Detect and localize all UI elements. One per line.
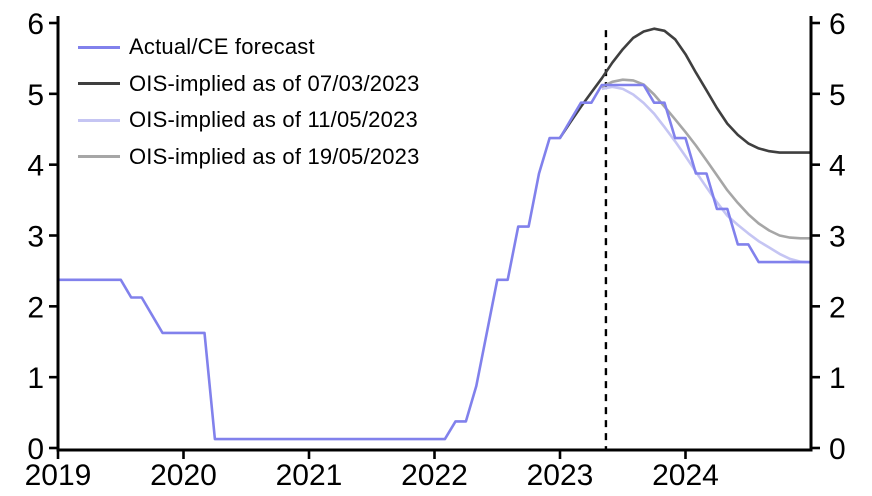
y-axis-label-left: 0 <box>27 433 44 466</box>
series-line-ois-implied-as-of-19-05-2023 <box>601 78 811 240</box>
legend-label: OIS-implied as of 07/03/2023 <box>129 70 420 96</box>
legend-swatch-line <box>78 45 120 49</box>
y-axis-label-left: 4 <box>27 150 44 183</box>
y-axis-label-right: 1 <box>829 362 846 395</box>
legend-swatch-line <box>78 155 120 159</box>
y-axis-label-right: 4 <box>829 150 846 183</box>
y-axis-label-right: 6 <box>829 8 846 41</box>
y-axis-label-left: 2 <box>27 291 44 324</box>
legend-item: Actual/CE forecast <box>78 29 420 66</box>
y-axis-label-right: 5 <box>829 79 846 112</box>
legend-swatch-line <box>78 118 120 122</box>
x-axis-label: 2023 <box>527 459 594 492</box>
y-axis-label-left: 3 <box>27 221 44 254</box>
legend-label: OIS-implied as of 19/05/2023 <box>129 143 420 169</box>
y-axis-label-left: 1 <box>27 362 44 395</box>
legend-item: OIS-implied as of 07/03/2023 <box>78 66 420 103</box>
x-axis-label: 2020 <box>150 459 217 492</box>
legend-swatch-line <box>78 82 120 86</box>
x-axis-label: 2022 <box>401 459 468 492</box>
y-axis-label-right: 3 <box>829 221 846 254</box>
legend-item: OIS-implied as of 19/05/2023 <box>78 139 420 176</box>
y-axis-label-left: 6 <box>27 8 44 41</box>
x-axis-label: 2024 <box>652 459 719 492</box>
legend-label: Actual/CE forecast <box>129 34 315 60</box>
legend-item: OIS-implied as of 11/05/2023 <box>78 102 420 139</box>
y-axis-label-right: 0 <box>829 433 846 466</box>
y-axis-label-left: 5 <box>27 79 44 112</box>
series-line-actual-ce-forecast <box>58 83 813 441</box>
series-line-ois-implied-as-of-11-05-2023 <box>601 85 812 264</box>
legend-label: OIS-implied as of 11/05/2023 <box>129 107 418 133</box>
chart-legend: Actual/CE forecast OIS-implied as of 07/0… <box>78 29 420 175</box>
x-axis-label: 2019 <box>25 459 92 492</box>
series-line-ois-implied-as-of-07-03-2023 <box>558 27 811 154</box>
x-axis-label: 2021 <box>276 459 343 492</box>
y-axis-label-right: 2 <box>829 291 846 324</box>
